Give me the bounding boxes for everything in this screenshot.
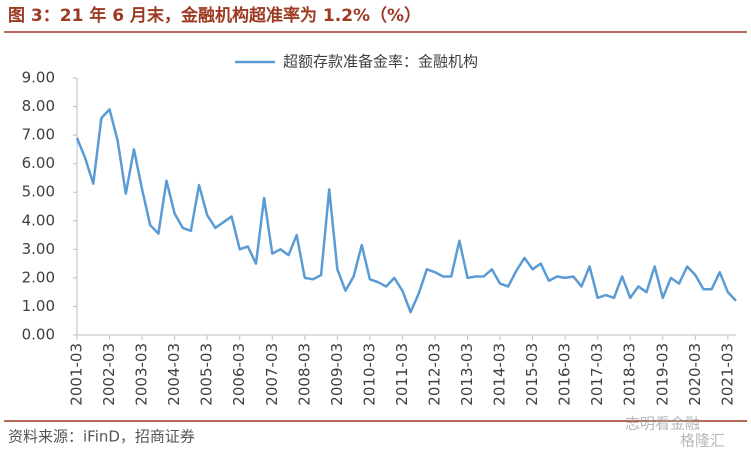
watermark: 格隆汇 <box>680 432 725 450</box>
y-tick-label: 0.00 <box>22 326 55 344</box>
x-tick-label: 2021-03 <box>718 343 736 406</box>
y-tick-label: 9.00 <box>22 69 55 87</box>
y-tick-label: 8.00 <box>22 97 55 115</box>
x-tick-label: 2013-03 <box>458 343 476 406</box>
y-tick-label: 3.00 <box>22 240 55 258</box>
x-tick-label: 2014-03 <box>491 343 509 406</box>
x-tick-label: 2011-03 <box>393 343 411 406</box>
watermark: 志明看金融 <box>625 415 700 433</box>
chart-title: 图 3：21 年 6 月末，金融机构超准率为 1.2%（%） <box>8 5 421 26</box>
x-tick-label: 2006-03 <box>230 343 248 406</box>
legend-label: 超额存款准备金率：金融机构 <box>283 53 478 71</box>
y-tick-label: 4.00 <box>22 211 55 229</box>
y-tick-label: 6.00 <box>22 154 55 172</box>
x-tick-label: 2019-03 <box>653 343 671 406</box>
y-tick-label: 2.00 <box>22 268 55 286</box>
x-tick-label: 2016-03 <box>556 343 574 406</box>
x-tick-label: 2010-03 <box>360 343 378 406</box>
y-tick-label: 1.00 <box>22 297 55 315</box>
x-tick-label: 2005-03 <box>198 343 216 406</box>
x-tick-label: 2017-03 <box>588 343 606 406</box>
x-tick-label: 2004-03 <box>165 343 183 406</box>
x-tick-label: 2012-03 <box>425 343 443 406</box>
x-tick-label: 2015-03 <box>523 343 541 406</box>
x-tick-label: 2008-03 <box>295 343 313 406</box>
x-tick-label: 2001-03 <box>68 343 86 406</box>
x-tick-label: 2020-03 <box>686 343 704 406</box>
x-tick-label: 2003-03 <box>133 343 151 406</box>
y-tick-label: 7.00 <box>22 126 55 144</box>
source: 资料来源：iFinD，招商证券 <box>8 428 195 446</box>
line <box>75 108 737 314</box>
x-tick-label: 2007-03 <box>263 343 281 406</box>
x-tick-label: 2009-03 <box>328 343 346 406</box>
y-tick-label: 5.00 <box>22 183 55 201</box>
x-tick-label: 2018-03 <box>621 343 639 406</box>
x-tick-label: 2002-03 <box>100 343 118 406</box>
